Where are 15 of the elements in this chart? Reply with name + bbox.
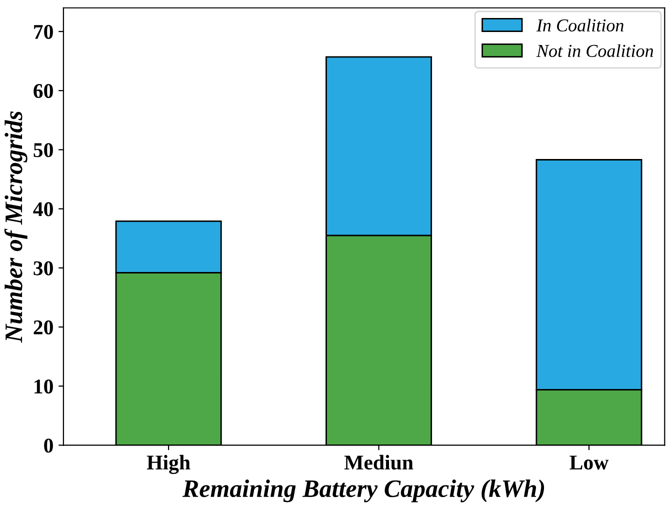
y-axis-title: Number of Microgrids	[4, 111, 28, 343]
x-tick-label: Mediun	[344, 454, 414, 470]
y-tick-label: 60	[34, 84, 53, 98]
y-tick-label: 70	[34, 24, 53, 39]
legend-label: In Coalition	[536, 18, 624, 32]
y-tick-label: 30	[34, 261, 53, 276]
x-tick-label: Low	[570, 456, 609, 470]
y-tick-label: 40	[33, 202, 53, 216]
y-tick-label: 20	[34, 320, 53, 334]
x-axis-title: Remaining Battery Capacity (kWh)	[182, 480, 544, 502]
legend-label: Not in Coalition	[536, 44, 654, 58]
y-tick-label: 50	[34, 143, 53, 158]
y-tick-label: 10	[34, 379, 53, 394]
x-tick-label: High	[146, 454, 190, 474]
y-tick-label: 0	[44, 438, 53, 453]
